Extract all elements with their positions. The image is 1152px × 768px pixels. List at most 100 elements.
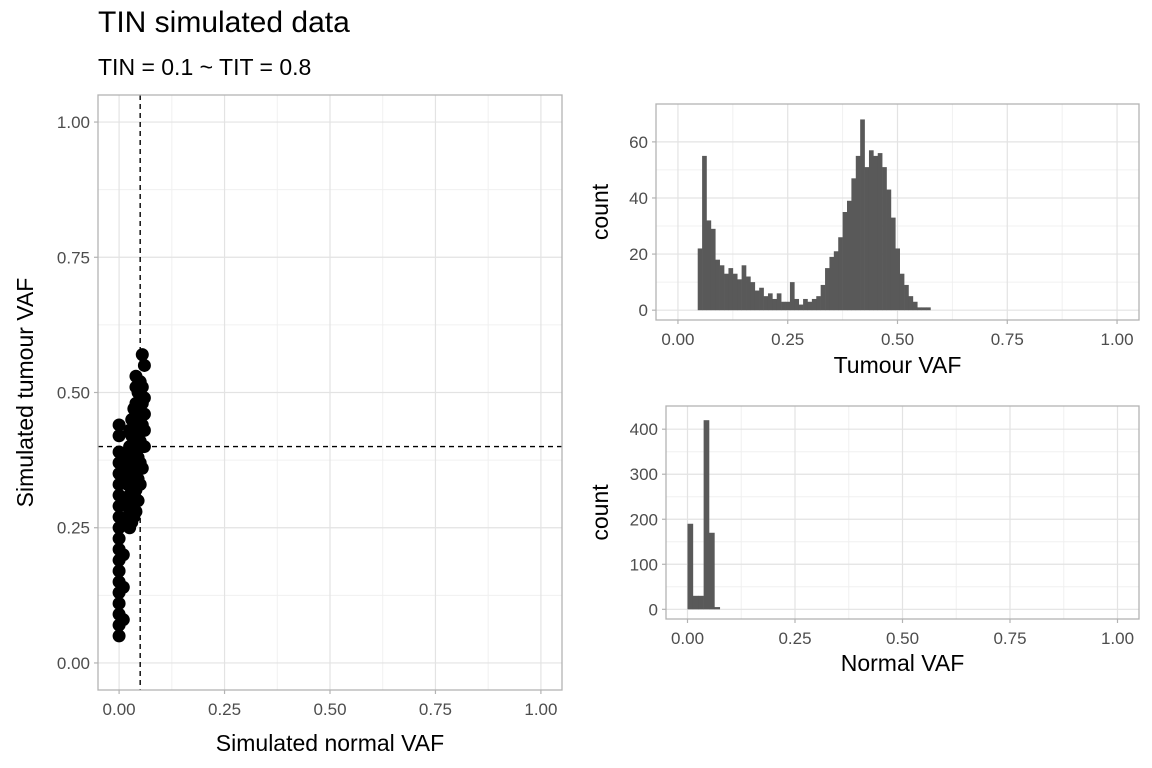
- histogram-bar: [816, 296, 821, 311]
- histogram-bar: [847, 200, 852, 311]
- histogram-bar: [895, 248, 900, 311]
- histogram-bar: [698, 595, 704, 610]
- scatter-point: [131, 494, 145, 508]
- x-axis-title: Simulated normal VAF: [216, 730, 444, 756]
- histogram-bar: [763, 296, 769, 311]
- scatter-point: [137, 391, 151, 405]
- y-tick-label: 0.00: [57, 654, 90, 673]
- x-tick-label: 0.00: [661, 330, 694, 349]
- x-tick-label: 0.75: [991, 330, 1024, 349]
- histogram-bar: [838, 237, 843, 311]
- scatter-points: [112, 348, 151, 643]
- y-tick-label: 40: [629, 189, 648, 208]
- scatter-point: [116, 548, 130, 562]
- histogram-bar: [833, 251, 839, 311]
- histogram-bar: [864, 167, 870, 311]
- histogram-bar: [851, 178, 857, 311]
- x-tick-label: 1.00: [1100, 330, 1133, 349]
- histogram-bar: [776, 293, 782, 311]
- histogram-bar: [794, 298, 800, 311]
- scatter-panel: 0.00 0.25 0.50 0.75 1.00 0.00 0.25 0.50 0.75 1.00…: [12, 94, 563, 756]
- x-tick-label: 0.50: [881, 330, 914, 349]
- x-tick-label: 0.75: [419, 700, 452, 719]
- histogram-bars: [687, 420, 721, 610]
- scatter-point: [137, 423, 151, 437]
- scatter-point: [137, 407, 151, 421]
- histogram-bar: [921, 307, 927, 311]
- scatter-point: [135, 380, 149, 394]
- y-tick-label: 0.75: [57, 248, 90, 267]
- histogram-bar: [750, 282, 756, 311]
- histogram-bar: [687, 523, 694, 610]
- y-tick-label: 60: [629, 133, 648, 152]
- histogram-bar: [912, 301, 918, 311]
- y-axis-title: count: [587, 183, 613, 240]
- scatter-point: [112, 418, 126, 432]
- histogram-bar: [737, 279, 742, 311]
- histogram-bars: [697, 119, 931, 311]
- scatter-point: [112, 596, 126, 610]
- histogram-bar: [882, 167, 887, 311]
- histogram-bar: [890, 217, 896, 311]
- normal-histogram-panel: 0.00 0.25 0.50 0.75 1.00 0 100 200 300 400 Normal …: [587, 405, 1140, 676]
- histogram-bar: [926, 307, 931, 311]
- y-tick-label: 20: [629, 245, 648, 264]
- histogram-bar: [904, 284, 909, 311]
- x-tick-label: 0.25: [778, 629, 811, 648]
- y-axis-title: Simulated tumour VAF: [12, 278, 38, 508]
- histogram-bar: [715, 259, 720, 311]
- histogram-bar: [798, 304, 804, 311]
- histogram-bar: [917, 307, 922, 311]
- x-tick-label: 0.75: [993, 629, 1026, 648]
- histogram-bar: [886, 189, 892, 311]
- chart-title: TIN simulated data: [98, 6, 350, 39]
- histogram-bar: [728, 268, 734, 311]
- histogram-bar: [829, 256, 835, 311]
- scatter-point: [137, 358, 151, 372]
- x-tick-label: 0.25: [771, 330, 804, 349]
- scatter-point: [116, 580, 130, 594]
- histogram-bar: [811, 298, 817, 311]
- x-axis-title: Normal VAF: [841, 650, 965, 676]
- x-tick-label: 0.50: [886, 629, 919, 648]
- y-tick-label: 0.50: [57, 384, 90, 403]
- scatter-point: [112, 429, 126, 443]
- scatter-point: [112, 532, 126, 546]
- histogram-bar: [741, 265, 747, 311]
- histogram-bar: [803, 298, 808, 311]
- histogram-bar: [746, 276, 751, 311]
- scatter-point: [129, 505, 143, 518]
- y-tick-label: 100: [630, 555, 658, 574]
- histogram-bar: [714, 607, 721, 610]
- histogram-bar: [754, 290, 760, 311]
- histogram-bar: [842, 212, 848, 311]
- x-tick-label: 1.00: [1101, 629, 1134, 648]
- histogram-bar: [702, 155, 707, 311]
- y-tick-label: 400: [630, 420, 658, 439]
- scatter-point: [116, 613, 130, 627]
- histogram-bar: [767, 293, 773, 311]
- histogram-bar: [772, 298, 778, 311]
- histogram-bar: [710, 228, 716, 311]
- y-axis-title: count: [587, 484, 613, 541]
- histogram-bar: [732, 273, 738, 311]
- histogram-bar: [877, 153, 883, 311]
- scatter-point: [135, 461, 149, 475]
- histogram-bar: [697, 248, 703, 311]
- gridlines: [666, 406, 1139, 619]
- x-tick-label: 1.00: [524, 700, 557, 719]
- histogram-bar: [820, 284, 826, 311]
- scatter-point: [112, 629, 126, 643]
- histogram-bar: [868, 150, 874, 311]
- histogram-bar: [860, 119, 865, 311]
- scatter-point: [135, 348, 149, 362]
- histogram-bar: [785, 301, 791, 311]
- histogram-bar: [908, 296, 914, 311]
- histogram-bar: [781, 301, 786, 311]
- chart-subtitle: TIN = 0.1 ~ TIT = 0.8: [98, 54, 312, 80]
- x-tick-label: 0.00: [103, 700, 136, 719]
- histogram-bar: [873, 155, 879, 311]
- histogram-bar: [807, 301, 813, 311]
- histogram-bar: [855, 155, 861, 311]
